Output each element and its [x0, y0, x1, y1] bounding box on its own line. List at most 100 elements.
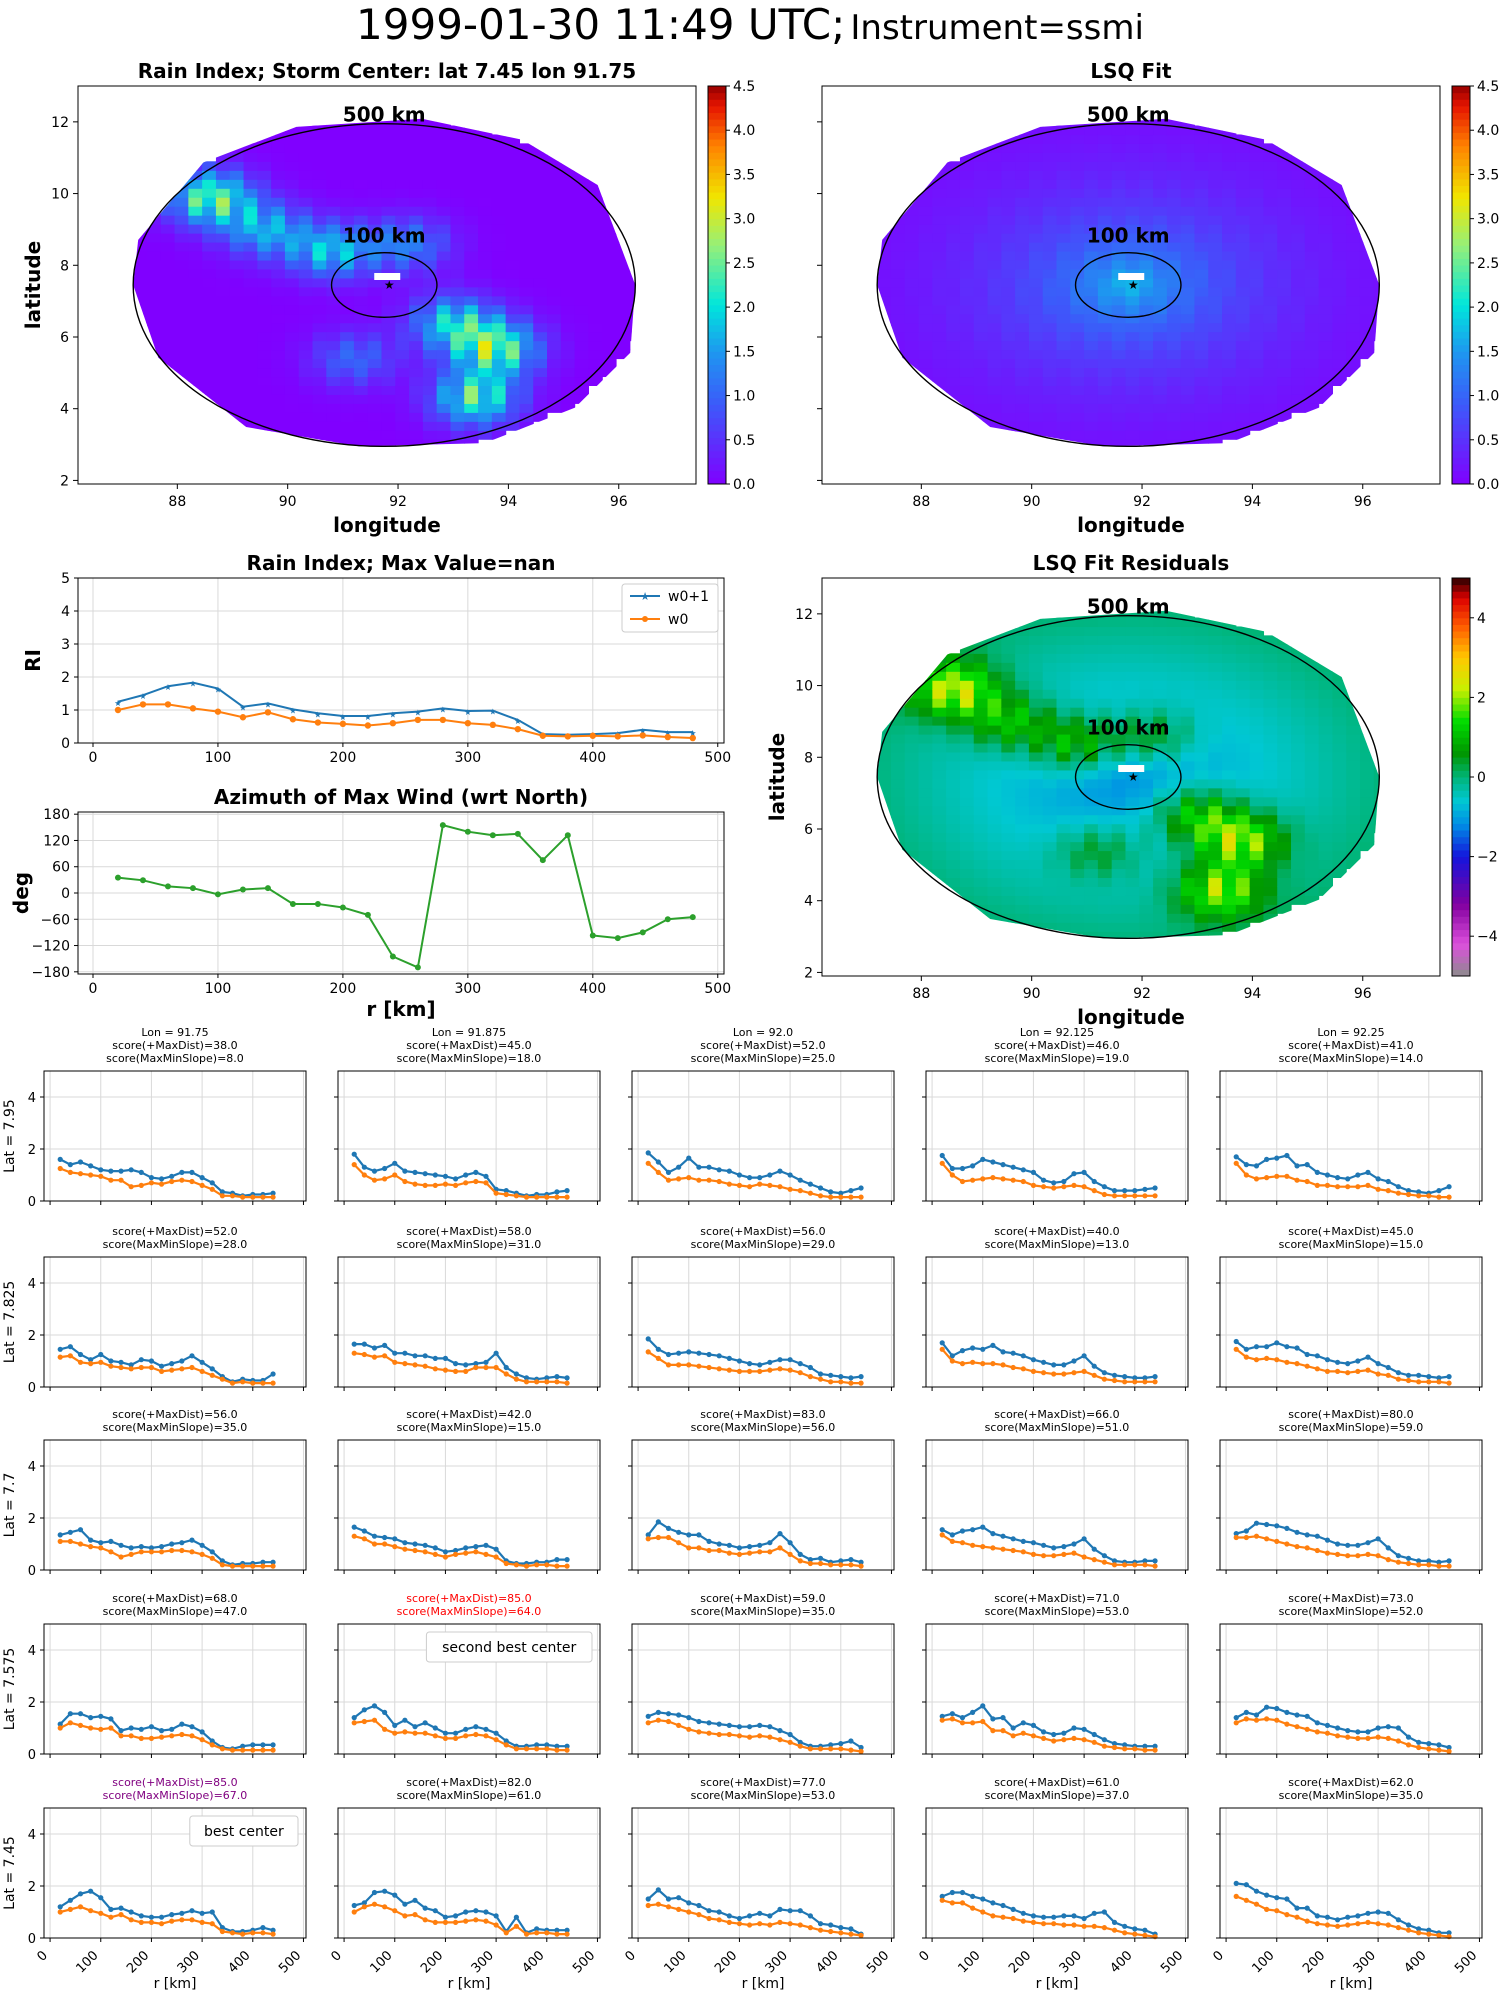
grid-panel-r4-c4-point-w0p1	[1345, 1914, 1351, 1920]
grid-panel-r1-c0-point-w0	[199, 1368, 205, 1374]
grid-panel-r4-c3-point-w0	[1061, 1922, 1067, 1928]
grid-panel-r4-c0-point-w0	[88, 1908, 94, 1914]
grid-panel-r4-c3-point-w0	[970, 1905, 976, 1911]
grid-panel-r0-c1-point-w0p1	[382, 1165, 388, 1172]
grid-panel-r0-c3-point-w0	[1071, 1182, 1077, 1188]
grid-panel-r3-c1-point-w0p1	[473, 1724, 479, 1730]
grid-panel-r2-c0-point-w0	[88, 1544, 94, 1550]
grid-panel-r1-c0-row-label: Lat = 7.825	[2, 1281, 18, 1364]
grid-panel-r0-c2-line-w0	[647, 1162, 862, 1199]
grid-panel-r2-c2-point-w0	[655, 1534, 661, 1541]
grid-panel-r0-c4-point-w0p1	[1243, 1162, 1249, 1168]
grid-panel-r3-c2-line-w0	[647, 1719, 862, 1753]
grid-panel-r1-c3-point-w0p1	[1142, 1375, 1148, 1381]
grid-panel-r4-c3-point-w0p1	[1071, 1913, 1077, 1919]
grid-panel-r1-c2-point-w0p1	[848, 1375, 854, 1381]
grid-panel-r3-c2-point-w0	[686, 1726, 692, 1732]
grid-panel-r2-c3-point-w0p1	[1010, 1536, 1016, 1542]
grid-panel-r0-c4-point-w0p1	[1405, 1188, 1412, 1194]
grid-panel-r3-c2-point-w0	[817, 1746, 824, 1752]
grid-panel-r0-c1-score-maxminslope: score(MaxMinSlope)=18.0	[397, 1052, 542, 1065]
grid-panel-r2-c4-point-w0p1	[1375, 1536, 1381, 1542]
grid-panel-r3-c4-point-w0p1	[1304, 1713, 1310, 1719]
azimuth-panel-ytick-label: −120	[32, 939, 70, 955]
grid-panel-r3-c2-point-w0p1	[696, 1718, 702, 1725]
grid-panel-r1-c3-point-w0p1	[1111, 1372, 1118, 1378]
grid-panel-r1-c4-point-w0	[1334, 1368, 1341, 1374]
grid-panel-r0-c2-point-w0	[757, 1181, 763, 1187]
grid-panel-r0-c2-line-w0p1	[647, 1152, 862, 1195]
grid-panel-r3-c3-point-w0p1	[1030, 1722, 1037, 1728]
azimuth-panel-line-azimuth	[117, 823, 693, 969]
grid-panel-r1-c4-point-w0	[1314, 1366, 1320, 1372]
grid-panel-r3-c0-point-w0p1	[250, 1742, 256, 1748]
rain_index_map-center-marker: ★	[384, 278, 395, 292]
grid-panel-r4-c3-point-w0p1	[1142, 1927, 1148, 1933]
grid-panel-r4-c3-point-w0p1	[939, 1893, 945, 1899]
grid-panel-r1-c0-point-w0	[209, 1372, 215, 1378]
grid-panel-r3-c0-point-w0	[250, 1747, 256, 1753]
grid-panel-r4-c2-point-w0	[777, 1919, 783, 1925]
grid-panel-r0-c3-line-w0	[941, 1162, 1156, 1197]
grid-panel-r3-c0-point-w0	[98, 1726, 104, 1732]
grid-panel-r4-c4-point-w0p1	[1446, 1930, 1452, 1936]
grid-panel-r2-c2-point-w0	[686, 1545, 692, 1551]
lsq_residuals_map-ring-500-label: 500 km	[1087, 595, 1170, 619]
grid-panel-r2-c3-point-w0p1	[1071, 1541, 1077, 1547]
grid-panel-r4-c1-point-w0	[473, 1917, 479, 1923]
grid-panel-r1-c3-score-maxminslope: score(MaxMinSlope)=13.0	[985, 1238, 1130, 1251]
grid-panel-r3-c3-point-w0	[1040, 1735, 1047, 1741]
grid-panel-r1-c0-point-w0	[250, 1380, 256, 1386]
grid-panel-r1-c3-point-w0p1	[1152, 1374, 1158, 1380]
grid-panel-r4-c4-point-w0p1	[1314, 1913, 1320, 1919]
grid-panel-r2-c2-point-w0	[736, 1551, 743, 1557]
grid-panel-r4-c4-point-w0p1	[1426, 1927, 1432, 1933]
grid-panel-r3-c1-point-w0	[523, 1746, 530, 1752]
grid-panel-r1-c4-point-w0	[1294, 1361, 1300, 1367]
grid-panel-r0-c1-point-w0p1	[483, 1173, 489, 1179]
grid-panel-r4-c1-point-w0	[361, 1904, 367, 1910]
grid-panel-r0-c3-point-w0	[959, 1178, 966, 1185]
grid-panel-r4-c1-line-w0p1	[353, 1890, 568, 1935]
lsq_fit_map-ring-100-label: 100 km	[1087, 224, 1170, 248]
rain-index-profile-point-w0	[289, 716, 297, 723]
grid-panel-r0-c4-point-w0	[1416, 1193, 1422, 1199]
lsq_fit_map-xtick-label: 92	[1133, 494, 1151, 510]
grid-panel-r0-c1-point-w0	[534, 1194, 540, 1200]
grid-panel-r4-c0-point-w0	[189, 1917, 195, 1923]
grid-panel-r4-c2-point-w0	[676, 1906, 682, 1912]
grid-panel-r1-c3-point-w0	[1122, 1379, 1128, 1385]
grid-panel-r0-c2-point-w0p1	[767, 1172, 773, 1178]
grid-panel-r0-c4-point-w0p1	[1436, 1188, 1442, 1194]
grid-panel-r1-c3-point-w0p1	[949, 1353, 955, 1359]
grid-panel-r3-c2-point-w0p1	[706, 1720, 712, 1726]
azimuth-panel-point-azimuth	[214, 891, 221, 898]
grid-panel-r0-c3-score-maxminslope: score(MaxMinSlope)=19.0	[985, 1052, 1130, 1065]
grid-panel-r4-c4-score-maxminslope: score(MaxMinSlope)=35.0	[1279, 1789, 1424, 1802]
grid-panel-r4-c1-point-w0p1	[422, 1905, 428, 1911]
grid-panel-r1-c1-point-w0	[493, 1364, 499, 1371]
grid-panel-r1-c3-point-w0	[990, 1361, 996, 1367]
grid-panel-r2-c3-point-w0p1	[1061, 1544, 1067, 1550]
grid-panel-r0-c4-point-w0	[1304, 1178, 1310, 1185]
grid-panel-r4-c2-point-w0	[858, 1932, 864, 1938]
grid-panel-r4-c3-point-w0	[949, 1900, 955, 1906]
grid-panel-r0-c3-point-w0p1	[1081, 1169, 1087, 1175]
lsq_residuals_map-title: LSQ Fit Residuals	[1033, 551, 1230, 575]
grid-panel-r2-c3-score-maxminslope: score(MaxMinSlope)=51.0	[985, 1421, 1130, 1434]
grid-panel-r3-c4-line-w0	[1235, 1717, 1450, 1753]
grid-panel-r3-c2-point-w0	[838, 1746, 844, 1752]
grid-panel-r3-c3-point-w0p1	[1122, 1742, 1128, 1748]
grid-panel-r4-c4-point-w0	[1365, 1919, 1371, 1925]
grid-panel-r3-c1-line-w0p1	[353, 1704, 568, 1748]
grid-panel-r3-c4-point-w0	[1416, 1744, 1422, 1751]
grid-panel-r0-c1-point-w0p1	[473, 1169, 479, 1175]
azimuth-panel-point-azimuth	[289, 900, 296, 907]
azimuth-panel-point-azimuth	[689, 914, 696, 921]
grid-panel-r2-c2-point-w0	[706, 1547, 712, 1554]
grid-panel-r2-c2	[628, 1439, 895, 1574]
grid-panel-r0-c0: 0 2 4	[28, 1070, 307, 1210]
grid-panel-r1-c4-point-w0	[1446, 1380, 1452, 1386]
grid-panel-r3-c2-point-w0p1	[838, 1741, 844, 1747]
grid-panel-r2-c3-point-w0p1	[1091, 1546, 1097, 1552]
